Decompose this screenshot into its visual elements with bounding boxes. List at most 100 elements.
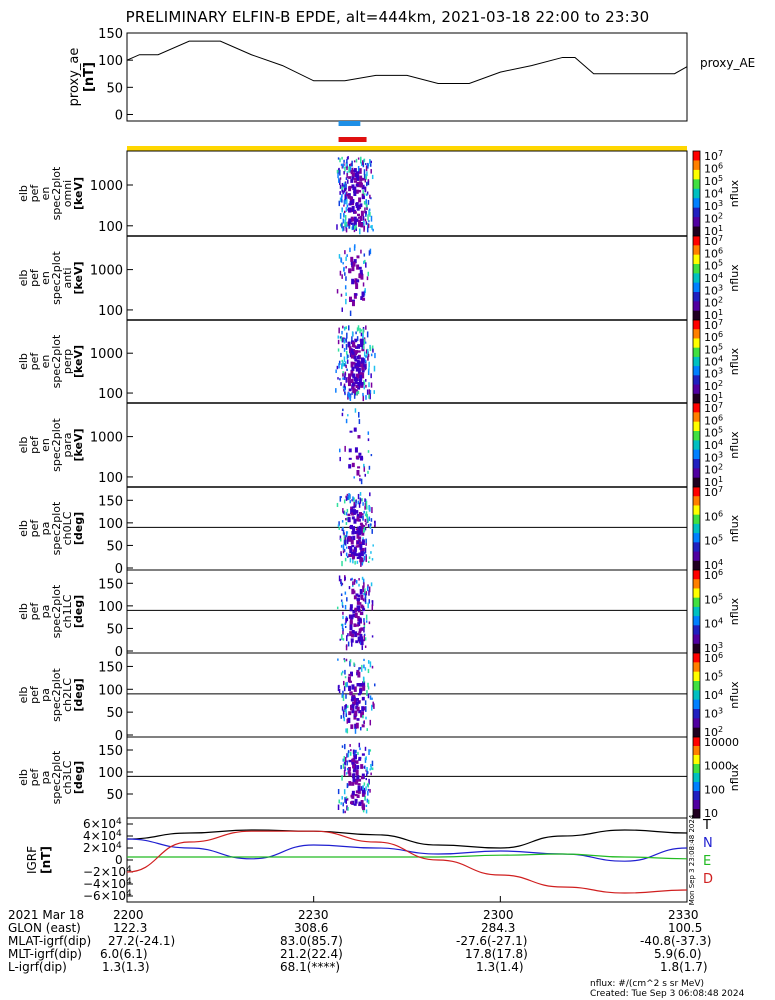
spectrogram-pixel: [361, 753, 365, 756]
colorbar-segment: [693, 264, 700, 274]
spectrogram-pixel: [361, 540, 365, 546]
colorbar-segment: [693, 421, 700, 432]
units-note: nflux: #/(cm^2 s sr MeV): [590, 979, 704, 989]
spectrogram-pixel: [359, 177, 363, 182]
spectrogram-pixel: [335, 388, 337, 393]
colorbar-segment: [693, 634, 700, 645]
spectrogram-pixel: [355, 701, 359, 706]
panel-ytick-label: 50: [106, 622, 123, 637]
spectrogram-pixel: [358, 411, 360, 418]
colorbar-tick-label: 106: [704, 413, 723, 427]
spectrogram-pixel: [359, 372, 363, 375]
spectrogram-pixel: [353, 177, 357, 181]
spectrogram-pixel: [359, 612, 363, 615]
ephem-time-2200: 2200: [113, 908, 144, 922]
spectrogram-pixel: [351, 588, 355, 595]
spectrogram-pixel: [372, 228, 374, 232]
spectrogram-pixel: [367, 790, 369, 796]
spectrogram-pixel: [349, 680, 353, 683]
spectrogram-pixel: [354, 723, 358, 729]
spectrogram-pixel: [363, 220, 365, 226]
igrf-ylabel: IGRF: [25, 846, 39, 874]
spectrogram-pixel: [342, 638, 345, 641]
spectrogram-pixel: [358, 709, 362, 714]
spectrogram-pixel: [368, 220, 370, 223]
colorbar-tick-label: 104: [704, 271, 723, 285]
l-2230: 68.1(****): [280, 960, 341, 974]
spectrogram-pixel: [350, 348, 354, 354]
panel-frame-0: [126, 150, 688, 237]
igrf-ytick-label: 4×104: [83, 829, 122, 843]
panel-ylabel: [deg]: [72, 595, 85, 628]
spectrogram-pixel: [337, 658, 339, 661]
igrf-legend-D: D: [703, 872, 713, 887]
spectrogram-pixel: [343, 510, 346, 516]
spectrogram-pixel: [372, 544, 374, 547]
colorbar-tick-label: 101: [704, 475, 723, 489]
spectrogram-pixel: [342, 690, 344, 696]
panel-ylabel: perp: [61, 349, 74, 374]
spectrogram-pixel: [350, 638, 354, 643]
panel-ylabel: elb: [17, 687, 30, 704]
spectrogram-pixel: [344, 373, 346, 378]
spectrogram-pixel: [357, 539, 361, 544]
spectrogram-pixel: [348, 448, 352, 453]
spectrogram-pixel: [364, 746, 367, 751]
panel-ylabel: spec2plot: [50, 166, 63, 220]
spectrogram-pixel: [353, 216, 357, 221]
panel-ylabel: ch1LC: [61, 594, 74, 628]
spectrogram-pixel: [344, 557, 347, 562]
spectrogram-pixel: [350, 698, 354, 702]
spectrogram-pixel: [343, 375, 346, 380]
colorbar-segment: [693, 477, 700, 488]
spectrogram-pixel: [354, 578, 356, 583]
spectrogram-pixel: [363, 555, 366, 561]
colorbar-segment: [693, 217, 700, 228]
spectrogram-pixel: [356, 598, 360, 605]
spectrogram-pixel: [366, 331, 369, 338]
spectrogram-pixel: [345, 531, 348, 537]
spectrogram-pixel: [340, 581, 343, 587]
proxy-ae-ytick-label: 0: [115, 108, 123, 123]
spectrogram-pixel: [347, 750, 350, 754]
spectrogram-pixel: [349, 604, 353, 609]
spectrogram-pixel: [360, 764, 364, 769]
panel-ytick-label: 0: [115, 645, 123, 660]
colorbar-segment: [693, 718, 700, 729]
spectrogram-pixel: [346, 359, 349, 364]
spectrogram-pixel: [336, 606, 339, 610]
spectrogram-pixel: [345, 658, 348, 662]
spectrogram-pixel: [364, 667, 367, 671]
spectrogram-pixel: [339, 184, 342, 189]
spectrogram-pixel: [367, 369, 370, 376]
spectrogram-pixel: [368, 382, 370, 388]
colorbar-segment: [693, 403, 700, 413]
spectrogram-pixel: [358, 631, 362, 634]
spectrogram-pixel: [356, 391, 358, 396]
spectrogram-pixel: [369, 393, 371, 400]
spectrogram-pixel: [342, 680, 345, 686]
spectrogram-pixel: [353, 497, 355, 503]
spectrogram-pixel: [355, 373, 359, 379]
spectrogram-pixel: [354, 338, 358, 343]
spectrogram-pixel: [359, 327, 361, 334]
spectrogram-pixel: [361, 547, 365, 552]
spectrogram-pixel: [356, 683, 360, 687]
spectrogram-pixel: [348, 220, 352, 225]
spectrogram-pixel: [351, 300, 355, 307]
spectrogram-pixel: [369, 390, 372, 395]
spectrogram-pixel: [361, 532, 365, 536]
spectrogram-pixel: [363, 591, 366, 596]
spectrogram-pixel: [348, 673, 352, 676]
spectrogram-pixel: [351, 707, 355, 714]
colorbar-segment: [693, 207, 700, 218]
spectrogram-pixel: [338, 575, 341, 582]
spectrogram-pixel: [350, 162, 353, 166]
spectrogram-pixel: [365, 165, 368, 172]
spectrogram-pixel: [337, 339, 340, 345]
spectrogram-pixel: [343, 535, 346, 541]
spectrogram-pixel: [349, 744, 351, 747]
colorbar-tick-label: 105: [704, 592, 723, 606]
colorbar-label: nflux: [728, 431, 741, 459]
colorbar-segment: [693, 384, 700, 395]
